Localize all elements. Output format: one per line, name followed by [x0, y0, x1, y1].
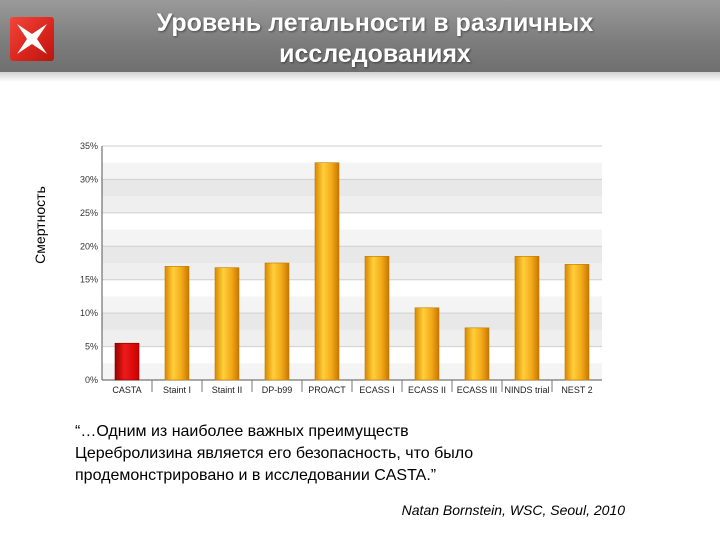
y-tick-label: 15%	[80, 275, 98, 285]
red-star-logo-icon	[10, 17, 54, 61]
quote-text: “…Одним из наиболее важных преимуществ Ц…	[75, 421, 615, 487]
bar	[564, 264, 590, 381]
x-tick-label: NINDS trial	[504, 385, 549, 395]
quote-attribution: Natan Bornstein, WSC, Seoul, 2010	[401, 502, 625, 518]
x-tick-label: PROACT	[308, 385, 346, 395]
bar	[464, 327, 490, 381]
bar	[514, 256, 540, 381]
title-line-2: исследованиях	[279, 40, 471, 68]
grid-band	[102, 229, 602, 247]
grid-band	[102, 162, 602, 180]
x-tick-label: ECASS I	[359, 385, 395, 395]
bar	[314, 162, 340, 381]
quote-line-2: Церебролизина является его безопасность,…	[75, 445, 474, 462]
bar-chart: 0% 5% 10% 15% 20% 25% 30% 35% CASTA Staint I Stain…	[80, 141, 602, 395]
y-tick-label: 0%	[85, 375, 98, 385]
header-shadow	[0, 72, 720, 82]
bar	[364, 256, 390, 381]
x-tick-label: Staint I	[163, 385, 191, 395]
x-tick-label: ECASS III	[457, 385, 498, 395]
y-tick-label: 35%	[80, 141, 98, 151]
y-tick-label: 25%	[80, 208, 98, 218]
y-axis-label: Смертность	[32, 186, 48, 264]
bar-casta	[114, 342, 140, 381]
x-tick-label: NEST 2	[561, 385, 592, 395]
grid-band	[102, 196, 602, 213]
bar	[214, 267, 240, 381]
bar	[414, 307, 440, 381]
x-tick-label: CASTA	[112, 385, 141, 395]
x-tick-label: DP-b99	[262, 385, 293, 395]
quote-line-1: “…Одним из наиболее важных преимуществ	[75, 423, 409, 440]
x-tick-label: ECASS II	[408, 385, 446, 395]
bar	[164, 266, 190, 381]
bar	[264, 262, 290, 381]
x-tick-label: Staint II	[212, 385, 243, 395]
y-tick-label: 20%	[80, 241, 98, 251]
y-tick-label: 10%	[80, 308, 98, 318]
page-title: Уровень летальности в различных исследов…	[70, 8, 680, 70]
y-tick-label: 30%	[80, 174, 98, 184]
header-bar: Уровень летальности в различных исследов…	[0, 0, 720, 72]
y-tick-label: 5%	[85, 342, 98, 352]
title-line-1: Уровень летальности в различных	[156, 9, 594, 37]
quote-line-3: продемонстрировано и в исследовании CAST…	[75, 467, 437, 484]
